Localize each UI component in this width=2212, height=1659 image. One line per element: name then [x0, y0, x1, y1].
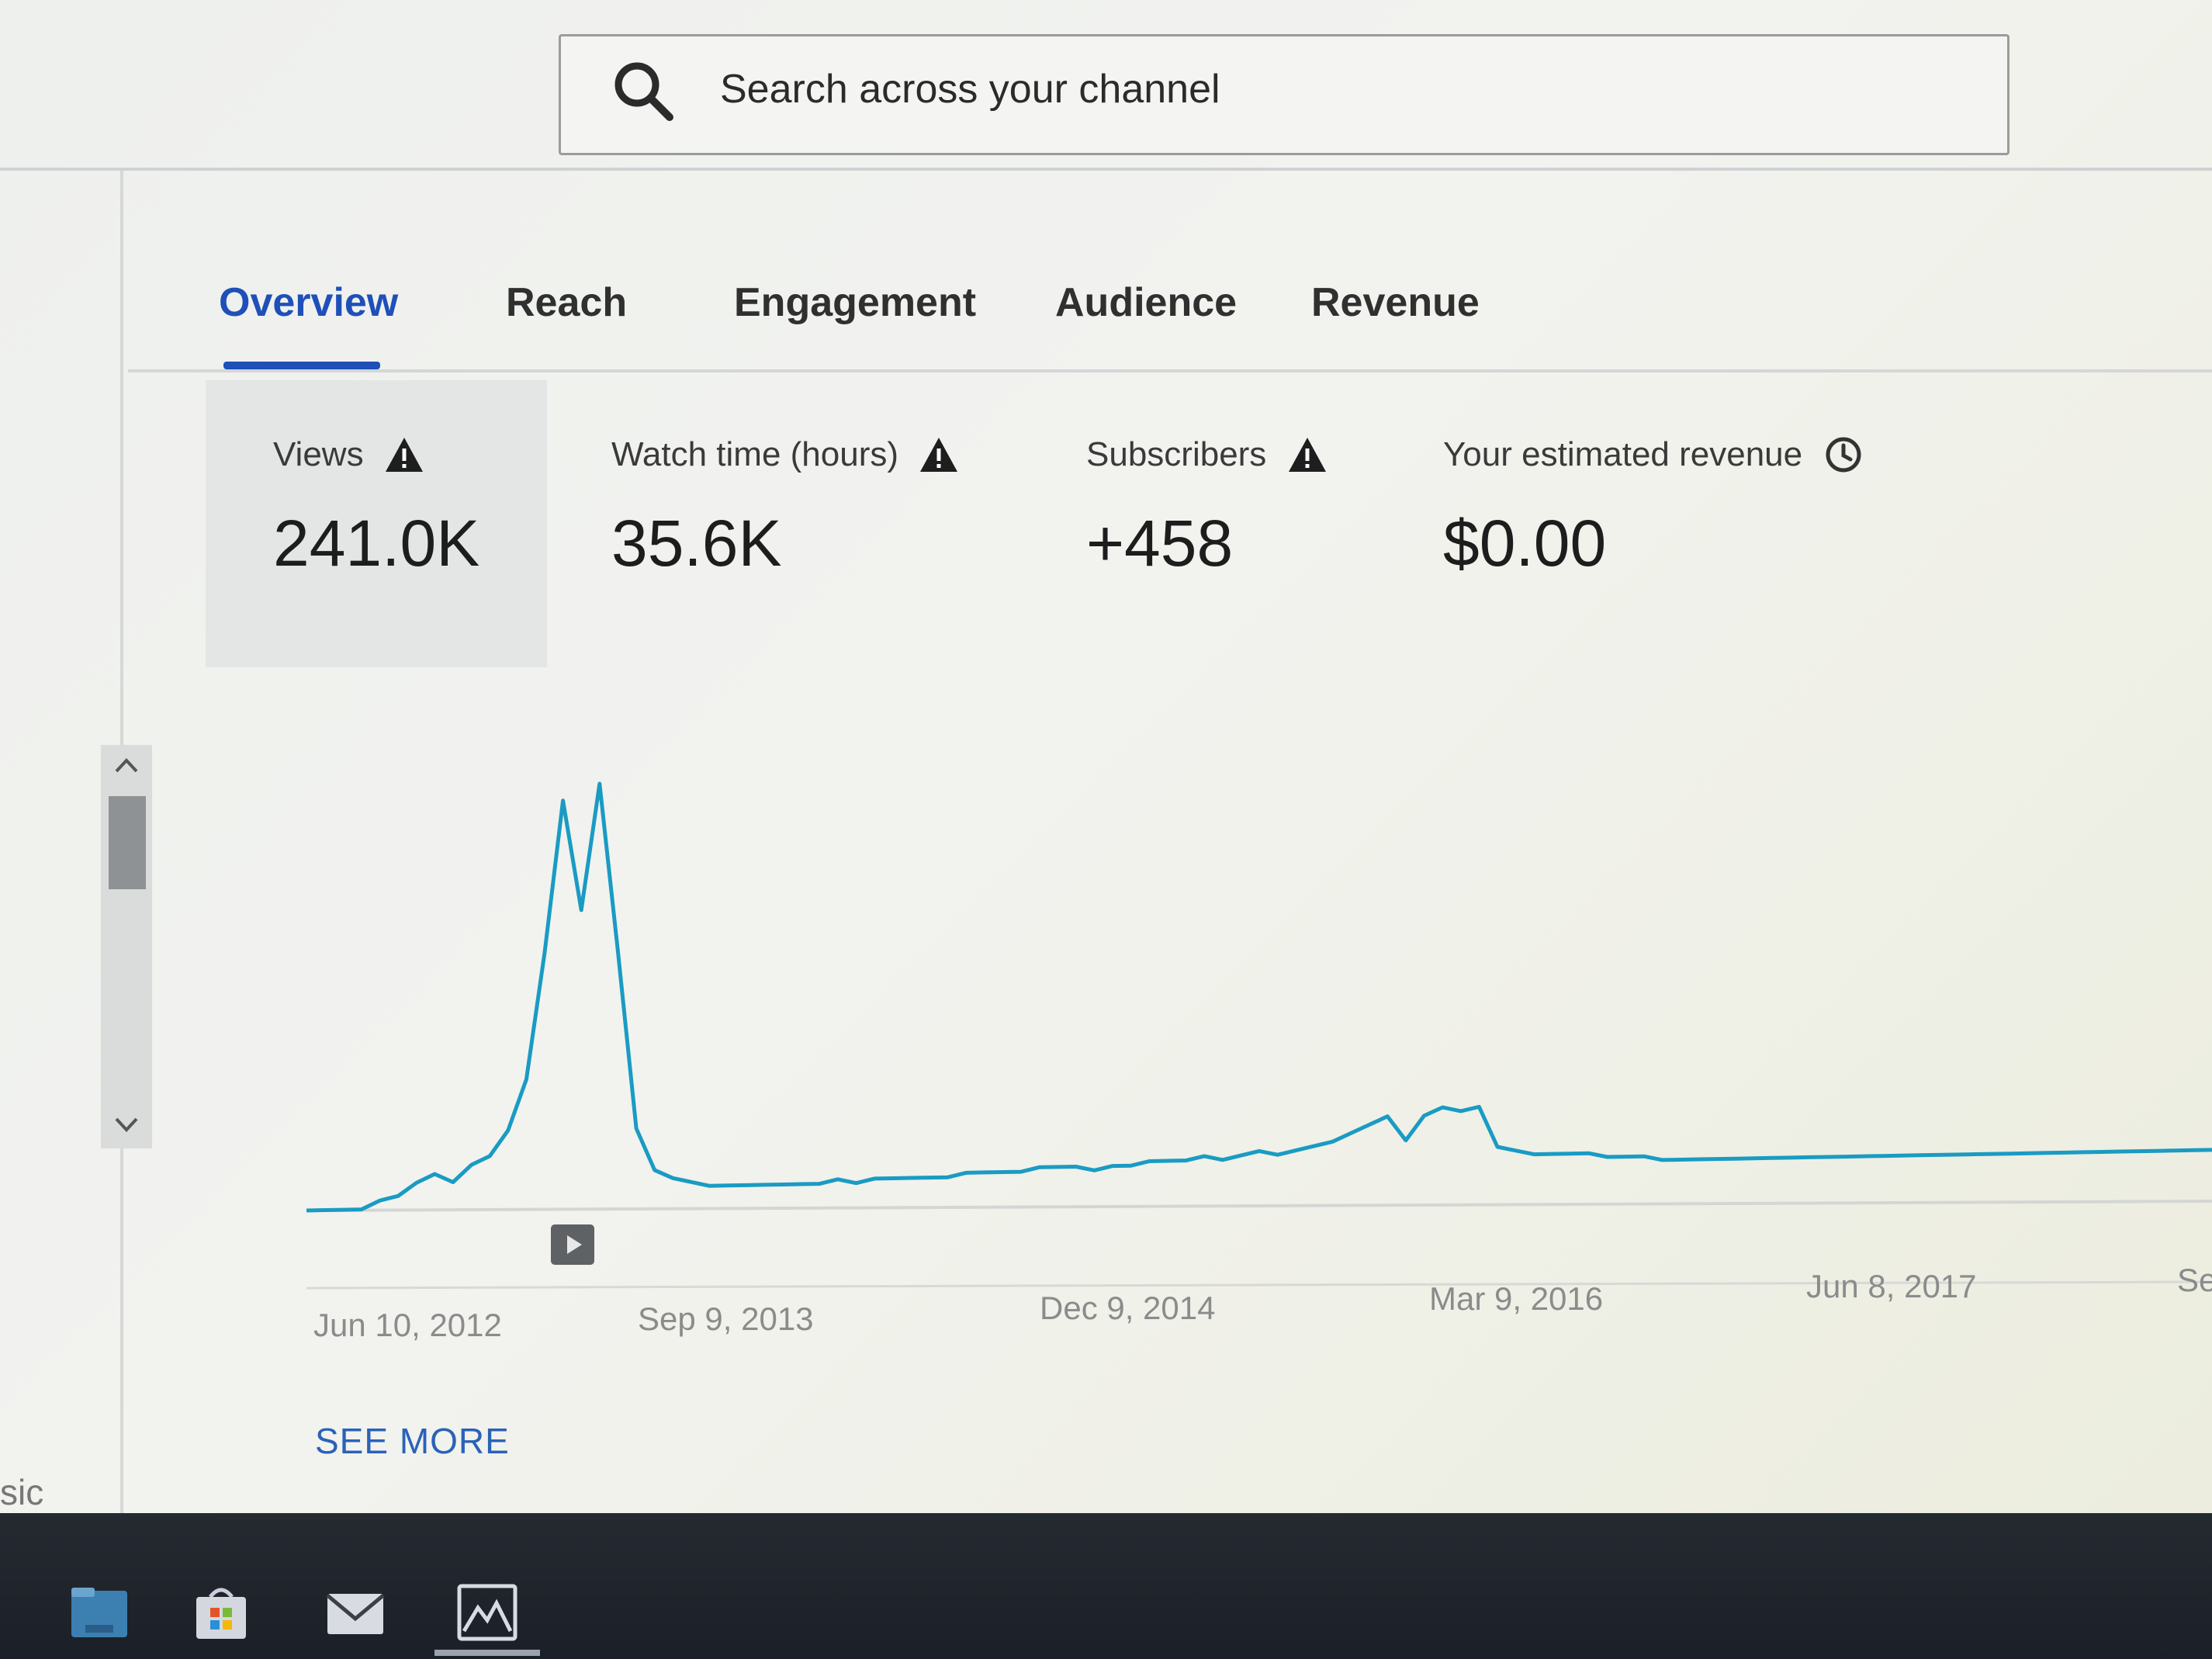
chart-x-axis — [306, 1280, 2212, 1290]
metric-value: 241.0K — [273, 507, 480, 580]
scrollbar-thumb[interactable] — [109, 796, 146, 889]
x-tick-label: Se — [2177, 1262, 2212, 1298]
metric-subscribers[interactable]: Subscribers +458 — [1086, 435, 1328, 581]
sidebar-item-label-fragment[interactable]: sic — [0, 1472, 44, 1512]
scrollbar[interactable] — [101, 745, 152, 1148]
tab-overview[interactable]: Overview — [219, 280, 399, 325]
active-app-indicator — [434, 1650, 540, 1656]
x-tick-label: Mar 9, 2016 — [1429, 1280, 1603, 1317]
search-input[interactable]: Search across your channel — [720, 67, 1220, 112]
mail-icon[interactable] — [324, 1583, 386, 1642]
tab-reach[interactable]: Reach — [506, 280, 628, 325]
see-more-link[interactable]: SEE MORE — [315, 1421, 510, 1461]
metric-estimated-revenue[interactable]: Your estimated revenue $0.00 — [1443, 435, 1864, 581]
x-tick-label: Jun 10, 2012 — [313, 1307, 502, 1343]
metric-label: Your estimated revenue — [1443, 435, 1803, 473]
search-bar[interactable]: Search across your channel — [559, 34, 2009, 155]
video-published-marker[interactable] — [551, 1224, 594, 1265]
metric-label: Views — [273, 435, 364, 473]
chart-x-ticks: Jun 10, 2012 Sep 9, 2013 Dec 9, 2014 Mar 9,… — [313, 1262, 2212, 1343]
header-divider — [0, 168, 2212, 171]
series-line-0 — [306, 781, 2212, 1213]
search-icon — [614, 62, 673, 121]
tab-revenue[interactable]: Revenue — [1311, 280, 1480, 325]
metric-label: Watch time (hours) — [611, 435, 899, 473]
metric-views[interactable]: Views 241.0K — [273, 435, 479, 581]
x-tick-label: Dec 9, 2014 — [1040, 1290, 1216, 1326]
metric-value: 35.6K — [611, 507, 782, 580]
warning-icon[interactable] — [384, 435, 424, 475]
tab-audience[interactable]: Audience — [1055, 280, 1238, 325]
metric-watch-time[interactable]: Watch time (hours) 35.6K — [611, 435, 959, 581]
analytics-screen: Search across your channel Overview Reac… — [0, 0, 2212, 1513]
file-explorer-icon[interactable] — [68, 1583, 130, 1642]
taskbar — [0, 1513, 2212, 1659]
warning-icon[interactable] — [1287, 435, 1328, 475]
chart-baseline — [306, 1200, 2212, 1212]
play-icon — [567, 1235, 582, 1254]
metric-label: Subscribers — [1086, 435, 1267, 473]
views-line-chart[interactable]: Jun 10, 2012 Sep 9, 2013 Dec 9, 2014 Mar 9,… — [0, 0, 2212, 1513]
chevron-up-icon[interactable] — [109, 750, 144, 781]
x-tick-label: Jun 8, 2017 — [1806, 1268, 1977, 1304]
active-tab-indicator — [223, 362, 380, 369]
metric-value: +458 — [1086, 507, 1234, 580]
tab-engagement[interactable]: Engagement — [734, 280, 977, 325]
photos-icon[interactable] — [456, 1583, 518, 1642]
clock-icon[interactable] — [1823, 435, 1864, 475]
chevron-down-icon[interactable] — [109, 1110, 144, 1141]
tabs-divider — [128, 369, 2212, 372]
store-icon[interactable] — [190, 1583, 252, 1642]
warning-icon[interactable] — [919, 435, 959, 475]
chart-series-group — [306, 781, 2212, 1213]
x-tick-label: Sep 9, 2013 — [638, 1301, 814, 1337]
metric-card-views-selected[interactable] — [206, 380, 547, 667]
metric-value: $0.00 — [1443, 507, 1607, 580]
